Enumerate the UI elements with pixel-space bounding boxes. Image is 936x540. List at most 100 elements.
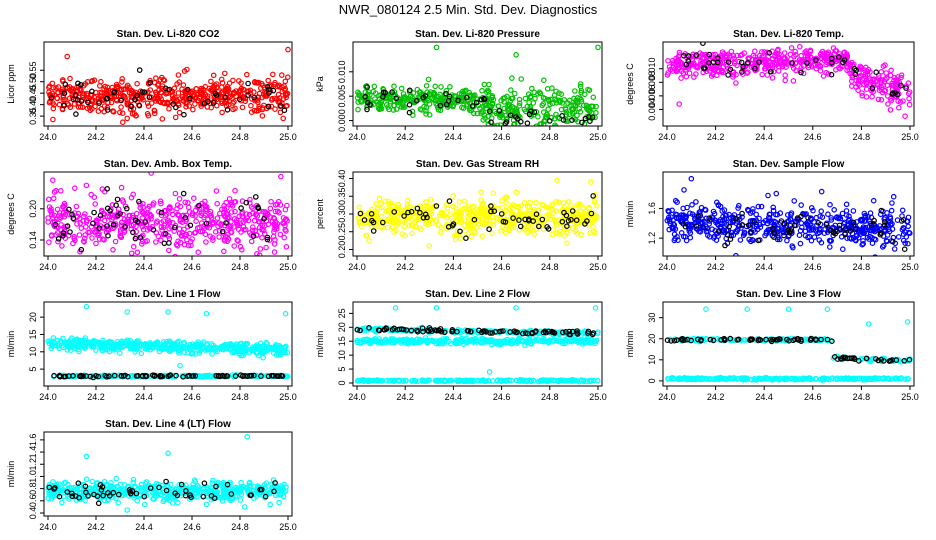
data-point — [155, 341, 161, 348]
data-point — [175, 72, 182, 78]
data-point — [238, 91, 244, 98]
data-point — [589, 217, 596, 224]
data-point — [537, 127, 541, 131]
data-point — [120, 199, 127, 205]
data-point — [166, 219, 173, 225]
data-point — [889, 200, 895, 206]
data-point — [479, 233, 486, 240]
data-point — [132, 235, 139, 242]
data-point — [486, 108, 493, 115]
data-point — [91, 77, 98, 84]
data-point — [775, 46, 781, 53]
data-point — [97, 212, 104, 219]
data-point — [885, 218, 892, 225]
data-point — [540, 338, 547, 345]
data-point — [231, 224, 237, 230]
data-point — [846, 213, 852, 220]
data-point — [195, 90, 201, 96]
data-point — [147, 87, 154, 93]
data-point — [202, 91, 209, 98]
data-point — [380, 94, 386, 100]
data-point — [363, 232, 370, 239]
data-point — [166, 86, 173, 93]
data-point — [423, 108, 429, 114]
data-point — [250, 224, 256, 230]
data-point — [105, 232, 111, 239]
data-point — [233, 343, 240, 350]
data-point — [555, 338, 562, 345]
data-point — [386, 95, 393, 102]
x-tick-label: 24.2 — [87, 132, 105, 142]
data-point — [478, 189, 485, 195]
outlier-point — [124, 115, 131, 122]
data-point — [863, 81, 870, 87]
data-point — [271, 249, 278, 255]
data-point — [464, 101, 471, 107]
data-point — [189, 341, 196, 347]
data-point — [880, 242, 887, 249]
data-point — [540, 101, 547, 107]
data-point — [143, 346, 150, 352]
data-point — [730, 215, 737, 222]
data-point — [361, 217, 368, 223]
data-point — [680, 70, 687, 76]
panel-title: Stan. Dev. Amb. Box Temp. — [104, 159, 232, 170]
data-point — [96, 225, 103, 231]
data-point — [402, 232, 409, 239]
data-point — [438, 84, 444, 90]
data-point — [779, 63, 786, 70]
data-point — [279, 373, 286, 379]
data-point — [570, 125, 574, 126]
data-point — [244, 373, 251, 380]
data-point — [398, 338, 405, 345]
data-point — [171, 228, 178, 235]
data-point — [792, 48, 799, 55]
data-point — [543, 204, 550, 211]
data-point — [150, 200, 157, 206]
data-point — [261, 231, 268, 237]
data-point — [740, 232, 747, 239]
x-tick-label: 25.0 — [589, 132, 607, 142]
y-tick-label: 0.010 — [647, 57, 657, 80]
data-point — [144, 214, 151, 221]
data-point — [823, 69, 830, 76]
data-point — [898, 82, 904, 89]
data-point — [852, 226, 859, 232]
data-point — [189, 212, 196, 219]
y-tick-label: 0.35 — [28, 107, 38, 125]
data-point — [127, 337, 134, 344]
data-point — [579, 119, 585, 126]
data-point — [267, 205, 274, 212]
data-point — [379, 339, 386, 346]
data-point — [400, 91, 407, 97]
data-point — [201, 373, 208, 379]
data-point — [890, 193, 897, 200]
data-point — [414, 86, 421, 93]
data-point — [130, 243, 137, 250]
data-point — [364, 84, 371, 90]
data-point — [828, 60, 835, 66]
data-point — [361, 338, 368, 344]
data-point — [153, 75, 159, 81]
data-point — [866, 236, 872, 242]
data-point — [798, 52, 805, 59]
data-point — [272, 219, 279, 225]
data-point — [800, 63, 807, 69]
data-point — [758, 203, 765, 210]
data-point — [480, 117, 487, 123]
data-point — [811, 234, 818, 240]
data-point — [733, 215, 739, 222]
data-point — [568, 206, 575, 213]
x-tick-label: 24.6 — [183, 392, 201, 402]
data-point — [471, 216, 478, 223]
data-point — [666, 64, 673, 70]
data-point — [869, 93, 875, 100]
data-point — [469, 103, 476, 109]
data-point — [564, 240, 570, 247]
data-point — [535, 223, 542, 230]
data-point — [393, 95, 400, 102]
data-point — [860, 69, 867, 76]
data-point — [195, 249, 202, 256]
data-point — [730, 52, 737, 59]
data-point — [497, 122, 504, 126]
